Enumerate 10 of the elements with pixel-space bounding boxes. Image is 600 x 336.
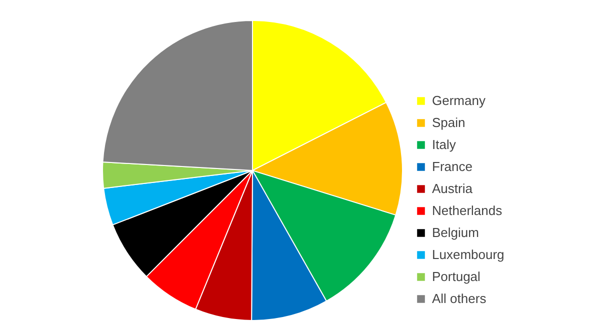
legend-label: Italy [432, 137, 456, 152]
legend-label: All others [432, 291, 486, 306]
legend-label: Spain [432, 115, 466, 130]
legend-label: Belgium [432, 225, 479, 240]
legend-label: Luxembourg [432, 247, 504, 262]
legend-label: Austria [432, 181, 472, 196]
legend-label: Netherlands [432, 203, 502, 218]
legend-label: Portugal [432, 269, 480, 284]
legend-label: France [432, 159, 472, 174]
legend-label: Germany [432, 93, 486, 108]
